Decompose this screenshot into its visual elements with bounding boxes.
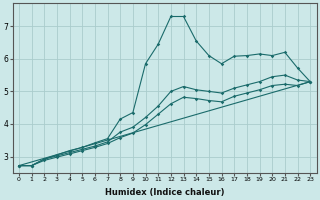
X-axis label: Humidex (Indice chaleur): Humidex (Indice chaleur)	[105, 188, 224, 197]
